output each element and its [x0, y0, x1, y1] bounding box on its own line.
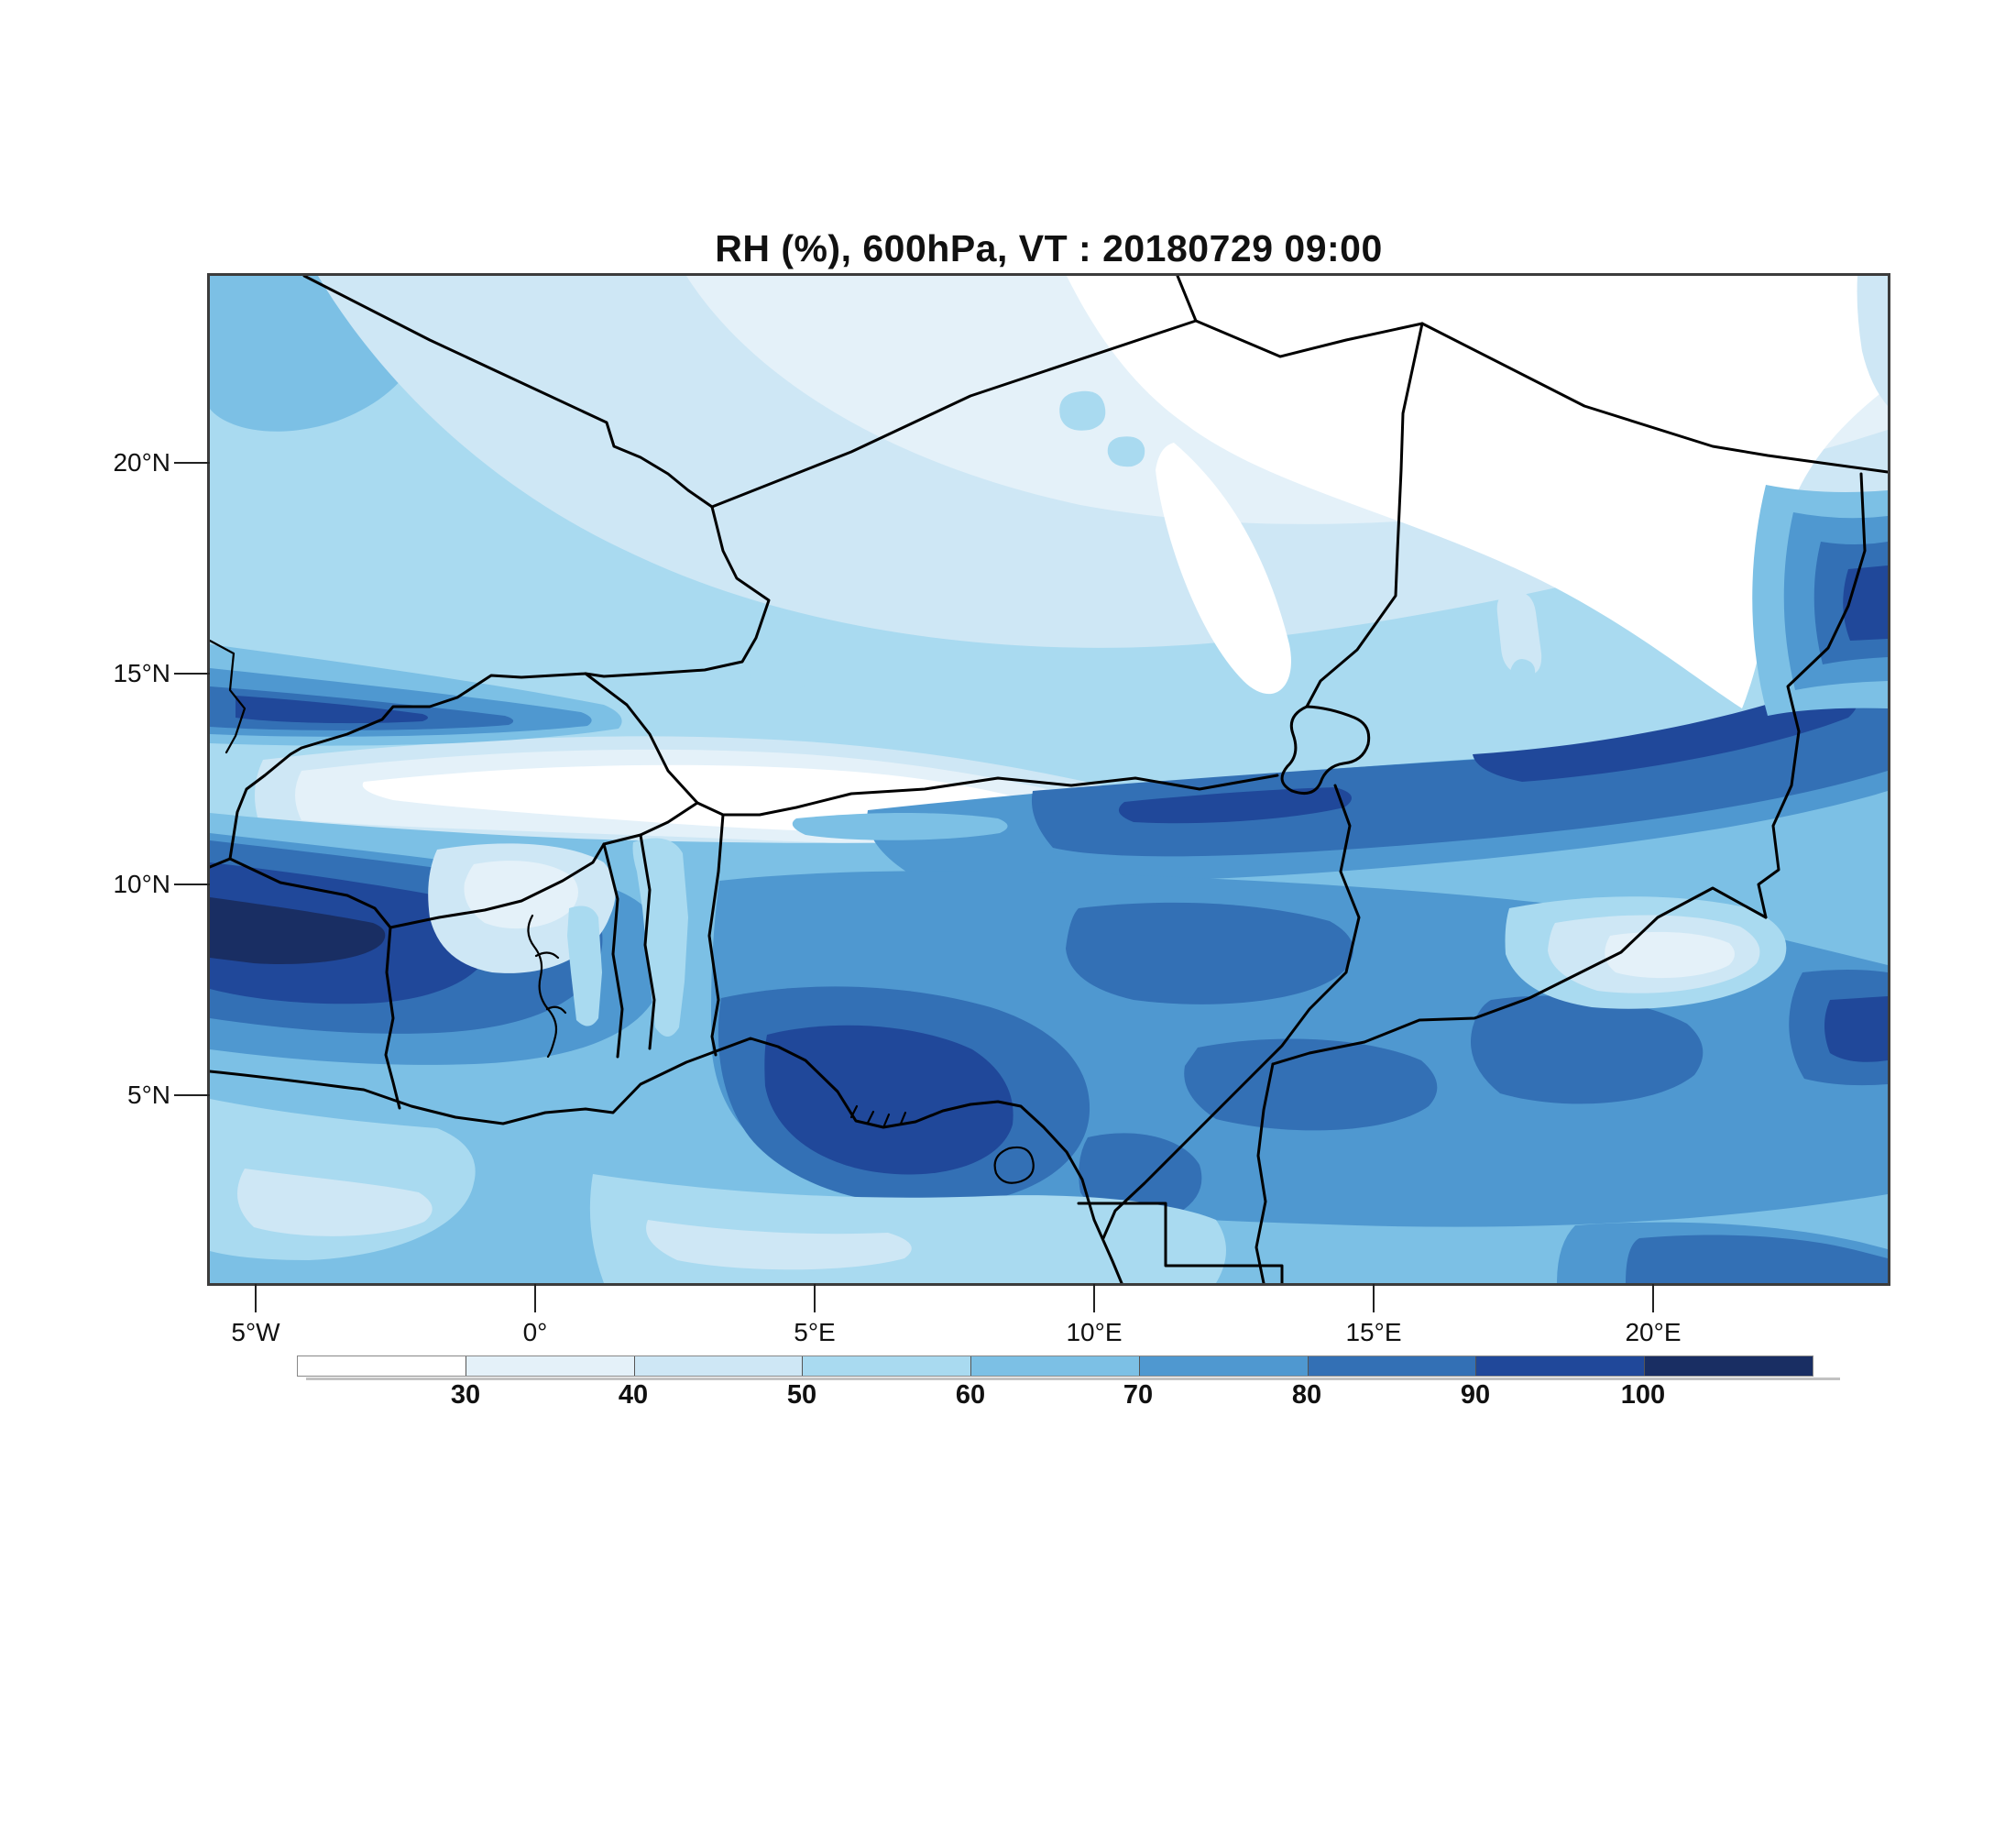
colorbar-tick-label: 100 — [1620, 1380, 1666, 1410]
lagoon-ticks — [849, 1104, 907, 1127]
colorbar-segment — [1308, 1356, 1477, 1376]
border-cotedivoire-ghana — [384, 926, 401, 1110]
colorbar-segment — [803, 1356, 972, 1376]
lon-tick-label: 15°E — [1345, 1318, 1402, 1346]
colorbar-tick-label: 40 — [618, 1380, 649, 1410]
lat-tick-label: 5°N — [127, 1081, 170, 1109]
colorbar-segment — [971, 1356, 1140, 1376]
border-burkina-niger — [584, 672, 699, 805]
lon-tick — [534, 1284, 536, 1312]
lat-tick-label: 20°N — [113, 448, 170, 477]
lat-tick-label: 10°N — [113, 870, 170, 898]
border-left-edge-stub — [210, 639, 247, 754]
colorbar-shadow — [306, 1377, 1840, 1380]
lat-tick — [174, 673, 210, 675]
rh-contour-field — [210, 276, 1888, 1283]
border-cameroon-car — [1255, 1062, 1275, 1283]
border-ghana-togo — [602, 842, 624, 1059]
border-libya-chad — [1420, 322, 1888, 474]
page-title: RH (%), 600hPa, VT : 20180729 09:00 — [715, 227, 1383, 269]
contour-region — [1473, 681, 1858, 782]
contour-region — [1067, 276, 1888, 708]
contour-region — [1066, 902, 1353, 1004]
colorbar-tick-label: 60 — [955, 1380, 986, 1410]
contour-region — [1496, 590, 1542, 676]
border-equatorial-guinea — [1077, 1202, 1284, 1283]
border-algeria-libya — [1176, 276, 1198, 323]
border-niger-libya — [1194, 319, 1424, 358]
country-borders — [210, 276, 1888, 1283]
lon-tick-label: 5°W — [231, 1318, 280, 1346]
border-nigeria-cameroon — [1101, 784, 1361, 1240]
colorbar-tick-label: 80 — [1291, 1380, 1322, 1410]
border-benin-burkina — [639, 801, 699, 837]
contour-region — [210, 897, 386, 965]
lon-tick-label: 5°E — [794, 1318, 836, 1346]
lon-tick — [1093, 1284, 1095, 1312]
colorbar-segment — [634, 1356, 804, 1376]
lon-tick — [255, 1284, 257, 1312]
lon-tick — [1373, 1284, 1375, 1312]
contour-region — [1059, 390, 1106, 431]
border-benin-nigeria — [707, 813, 725, 1057]
colorbar-segment — [298, 1356, 466, 1376]
contour-region — [1184, 1038, 1438, 1131]
border-chad-sudan — [1757, 472, 1867, 919]
border-mali-niger — [584, 505, 771, 678]
lake-chad-outline — [1280, 705, 1371, 795]
coastline-gulf-of-guinea — [210, 1037, 1123, 1283]
lat-tick-label: 15°N — [113, 659, 170, 687]
colorbar-segment — [1645, 1356, 1813, 1376]
map-frame — [207, 273, 1890, 1286]
colorbar-tick-label: 50 — [786, 1380, 817, 1410]
colorbar-tick-label: 90 — [1460, 1380, 1491, 1410]
contour-region — [1857, 276, 1888, 406]
contour-region — [464, 861, 578, 929]
contour-region — [1107, 436, 1145, 467]
lat-tick — [174, 884, 210, 885]
border-niger-chad — [1305, 322, 1424, 708]
bioko-island-outline — [993, 1146, 1035, 1184]
lake-volta-outline — [527, 914, 567, 1059]
contour-region — [236, 696, 428, 724]
lat-tick — [174, 1094, 210, 1096]
colorbar-tick-label: 70 — [1123, 1380, 1154, 1410]
border-mali-algeria — [302, 276, 714, 509]
lon-tick-label: 0° — [522, 1318, 548, 1346]
contour-region — [764, 1025, 1013, 1175]
contour-region — [567, 906, 602, 1026]
border-chad-car — [1271, 886, 1768, 1066]
border-niger-benin — [696, 801, 725, 817]
lon-tick-label: 20°E — [1625, 1318, 1682, 1346]
colorbar-tick-label: 30 — [450, 1380, 481, 1410]
border-burkina-ghana — [389, 842, 606, 929]
lon-tick-label: 10°E — [1066, 1318, 1123, 1346]
lon-tick — [1652, 1284, 1654, 1312]
contour-region — [632, 838, 688, 1037]
border-burkina-cotedivoire — [228, 857, 392, 929]
border-togo-benin — [602, 833, 656, 1050]
border-mali-cotedivoire — [210, 857, 232, 869]
colorbar — [297, 1356, 1813, 1377]
border-algeria-niger — [710, 319, 1198, 509]
colorbar-segment — [1139, 1356, 1309, 1376]
border-mali-burkina — [228, 672, 587, 861]
contour-region — [1118, 787, 1352, 824]
colorbar-segment — [466, 1356, 635, 1376]
contour-region — [646, 1220, 912, 1270]
contour-region — [792, 813, 1008, 840]
contour-region — [237, 1169, 433, 1236]
lon-tick — [814, 1284, 816, 1312]
border-niger-nigeria — [721, 774, 1279, 817]
contour-region — [1156, 443, 1291, 695]
contour-region — [1824, 996, 1888, 1062]
contour-region — [1626, 1235, 1888, 1283]
contour-region — [750, 660, 810, 695]
contour-region — [1510, 659, 1536, 686]
contour-region — [1471, 995, 1704, 1104]
lat-tick — [174, 462, 210, 464]
colorbar-segment — [1476, 1356, 1646, 1376]
contour-region — [1605, 931, 1735, 979]
